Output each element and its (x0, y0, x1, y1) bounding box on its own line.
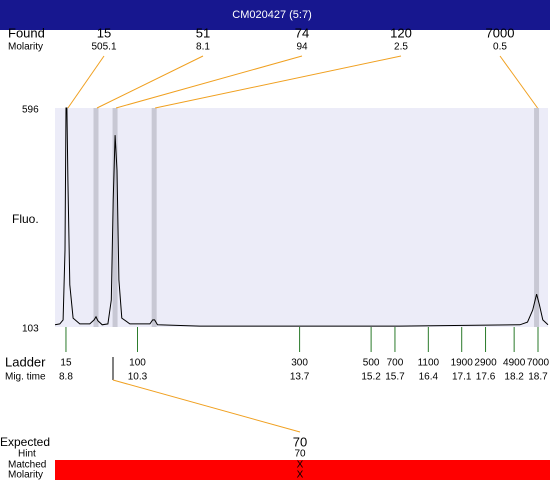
ladder-time: 15.2 (361, 372, 381, 383)
peak-band (534, 108, 540, 327)
title-bar (0, 0, 550, 30)
hint-label: Hint (18, 449, 36, 460)
ladder-size: 700 (387, 358, 404, 369)
ladder-time: 15.7 (385, 372, 405, 383)
expected-value: 70 (293, 434, 307, 449)
found-label: Found (8, 25, 45, 40)
expected-label: Expected (0, 435, 50, 449)
hint-value: 70 (294, 449, 306, 460)
trace (54, 107, 549, 327)
ladder-size: 4900 (503, 358, 526, 369)
ladder-time: 8.8 (59, 372, 73, 383)
peak-connector (115, 55, 303, 109)
molarity-row-label: Molarity (8, 470, 43, 480)
molarity-row-value: X (297, 470, 304, 480)
ladder-label: Ladder (5, 354, 46, 369)
matched-bar (55, 460, 550, 480)
mig-time-label: Mig. time (5, 372, 46, 383)
peak-connector (499, 55, 538, 109)
found-size: 15 (97, 25, 111, 40)
peak-connector (96, 55, 204, 109)
peak-band (93, 108, 99, 327)
ladder-size: 100 (129, 358, 146, 369)
peak-band (151, 108, 157, 327)
ladder-time: 13.7 (290, 372, 310, 383)
ladder-size: 15 (60, 358, 72, 369)
ladder-size: 7000 (527, 358, 550, 369)
peak-connector (67, 55, 105, 109)
ladder-time: 10.3 (128, 372, 148, 383)
matched-value: X (297, 460, 304, 471)
ladder-time: 18.2 (504, 372, 524, 383)
found-size: 7000 (486, 25, 515, 40)
hint-connector (112, 379, 301, 433)
found-molarity: 8.1 (196, 42, 210, 53)
ladder-size: 1900 (451, 358, 474, 369)
found-molarity: 94 (296, 42, 308, 53)
found-size: 120 (390, 25, 412, 40)
found-molarity: 2.5 (394, 42, 408, 53)
ladder-size: 500 (363, 358, 380, 369)
ladder-time: 17.6 (476, 372, 496, 383)
peak-connector (155, 55, 402, 109)
y-tick-label: 596 (22, 105, 39, 116)
found-molarity: 505.1 (91, 42, 116, 53)
ladder-size: 300 (291, 358, 308, 369)
y-axis-label: Fluo. (12, 212, 39, 226)
peak-band (112, 108, 118, 327)
found-molarity: 0.5 (493, 42, 507, 53)
y-tick-label: 103 (22, 324, 39, 335)
ladder-time: 18.7 (528, 372, 548, 383)
ladder-size: 2900 (474, 358, 497, 369)
found-size: 51 (196, 25, 210, 40)
ladder-size: 1100 (418, 358, 440, 369)
ladder-time: 17.1 (452, 372, 472, 383)
title: CM020427 (5:7) (232, 9, 312, 21)
found-size: 74 (295, 25, 309, 40)
plot-area (55, 108, 548, 327)
matched-label: Matched (8, 460, 46, 471)
molarity-label: Molarity (8, 42, 43, 53)
ladder-time: 16.4 (419, 372, 439, 383)
